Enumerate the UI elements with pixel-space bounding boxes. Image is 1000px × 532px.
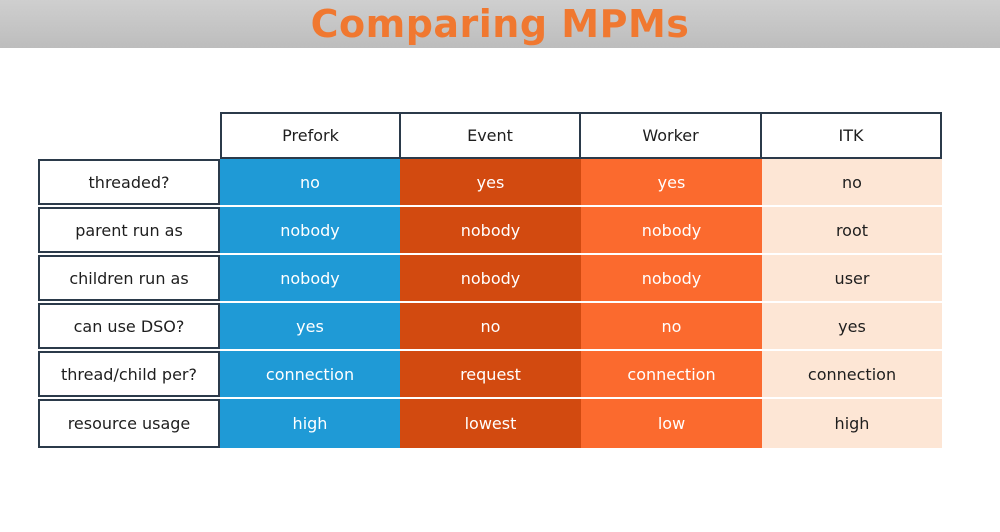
cell-prefork-children-run-as: nobody: [220, 255, 400, 301]
column-header-itk: ITK: [760, 112, 942, 159]
cell-event-resource-usage: lowest: [400, 399, 581, 448]
page-title: Comparing MPMs: [310, 2, 690, 46]
row-label-can-use-dso: can use DSO?: [38, 303, 220, 349]
cell-itk-resource-usage: high: [762, 399, 942, 448]
cell-event-thread-child-per: request: [400, 351, 581, 397]
cell-worker-threaded: yes: [581, 159, 762, 205]
cell-worker-children-run-as: nobody: [581, 255, 762, 301]
column-header-event: Event: [399, 112, 581, 159]
row-label-children-run-as: children run as: [38, 255, 220, 301]
cell-itk-can-use-dso: yes: [762, 303, 942, 349]
cell-itk-threaded: no: [762, 159, 942, 205]
column-header-prefork: Prefork: [220, 112, 401, 159]
cell-prefork-resource-usage: high: [220, 399, 400, 448]
cell-itk-children-run-as: user: [762, 255, 942, 301]
column-header-worker: Worker: [579, 112, 762, 159]
row-label-parent-run-as: parent run as: [38, 207, 220, 253]
cell-worker-can-use-dso: no: [581, 303, 762, 349]
row-label-thread-child-per: thread/child per?: [38, 351, 220, 397]
title-banner: [0, 0, 1000, 48]
cell-worker-resource-usage: low: [581, 399, 762, 448]
cell-worker-parent-run-as: nobody: [581, 207, 762, 253]
cell-prefork-threaded: no: [220, 159, 400, 205]
cell-prefork-can-use-dso: yes: [220, 303, 400, 349]
cell-event-children-run-as: nobody: [400, 255, 581, 301]
cell-event-threaded: yes: [400, 159, 581, 205]
cell-itk-thread-child-per: connection: [762, 351, 942, 397]
row-label-threaded: threaded?: [38, 159, 220, 205]
cell-itk-parent-run-as: root: [762, 207, 942, 253]
cell-prefork-parent-run-as: nobody: [220, 207, 400, 253]
comparison-table: Prefork Event Worker ITK threaded? no ye…: [38, 112, 943, 449]
cell-event-can-use-dso: no: [400, 303, 581, 349]
cell-worker-thread-child-per: connection: [581, 351, 762, 397]
cell-event-parent-run-as: nobody: [400, 207, 581, 253]
cell-prefork-thread-child-per: connection: [220, 351, 400, 397]
row-label-resource-usage: resource usage: [38, 399, 220, 448]
